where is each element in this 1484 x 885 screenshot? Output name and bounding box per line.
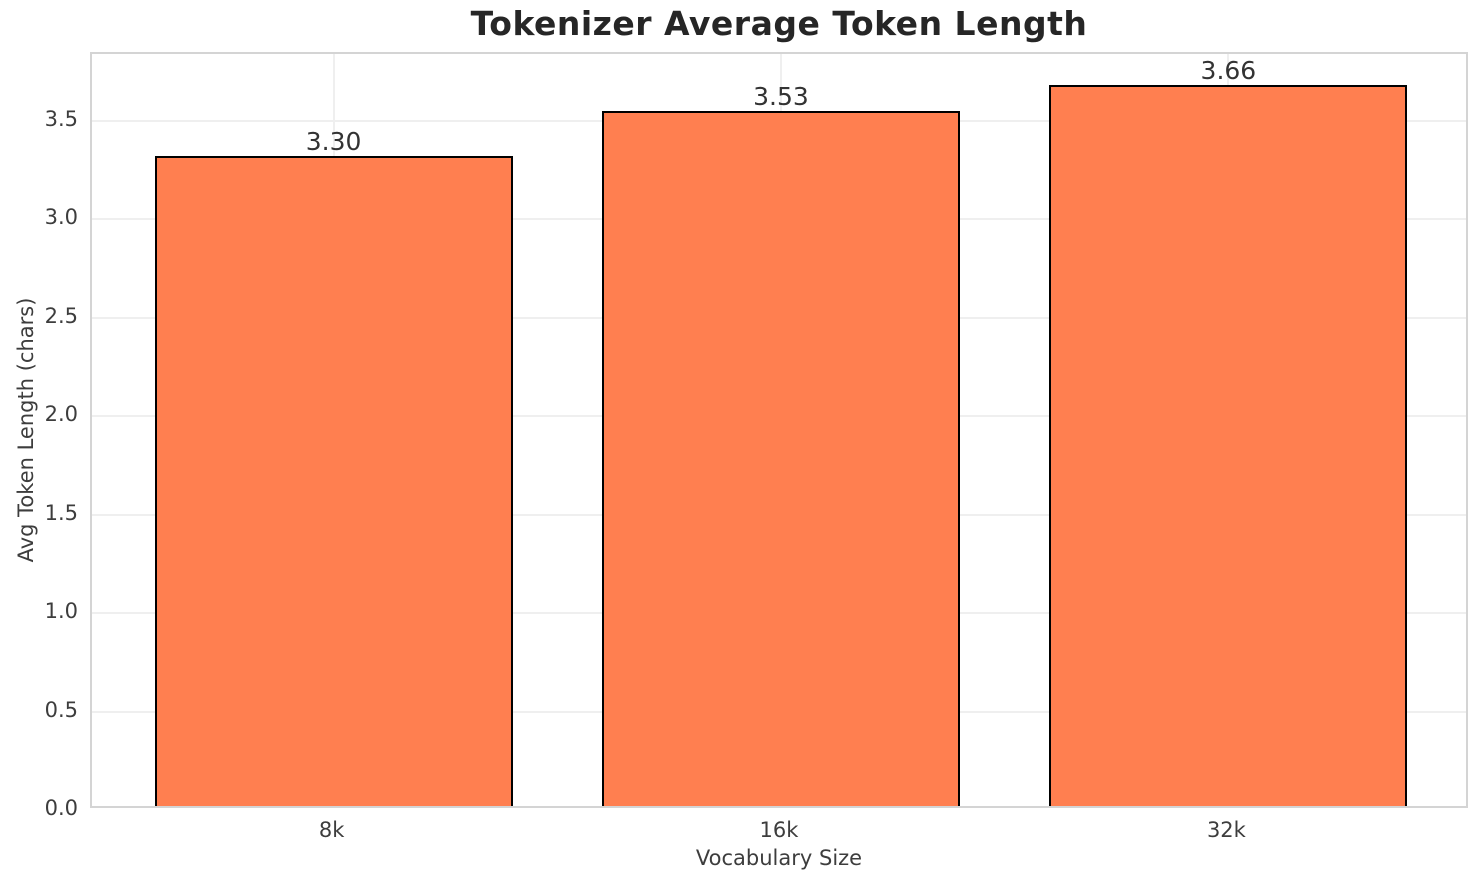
y-tick-label: 1.0: [44, 599, 78, 624]
plot-area: 3.30 3.53 3.66: [90, 52, 1468, 808]
chart-title: Tokenizer Average Token Length: [470, 4, 1088, 43]
bar-value-label: 3.53: [753, 82, 809, 112]
y-tick-label: 3.0: [44, 205, 78, 230]
y-tick-label: 2.5: [44, 303, 78, 328]
x-tick-label: 8k: [318, 818, 345, 842]
y-tick-label: 3.5: [44, 106, 78, 131]
bar-16k: [602, 111, 960, 806]
y-tick-label: 0.0: [44, 796, 78, 820]
bar-8k: [154, 156, 513, 806]
x-tick-label: 16k: [759, 818, 799, 842]
y-tick-label: 0.5: [44, 697, 78, 722]
x-tick-label: 32k: [1206, 818, 1246, 842]
bar-32k: [1049, 85, 1408, 806]
y-tick-label: 2.0: [44, 402, 78, 427]
bar-value-label: 3.30: [305, 127, 362, 157]
x-axis-label: Vocabulary Size: [695, 846, 863, 870]
y-tick-label: 1.5: [44, 500, 78, 525]
bar-value-label: 3.66: [1200, 56, 1257, 86]
